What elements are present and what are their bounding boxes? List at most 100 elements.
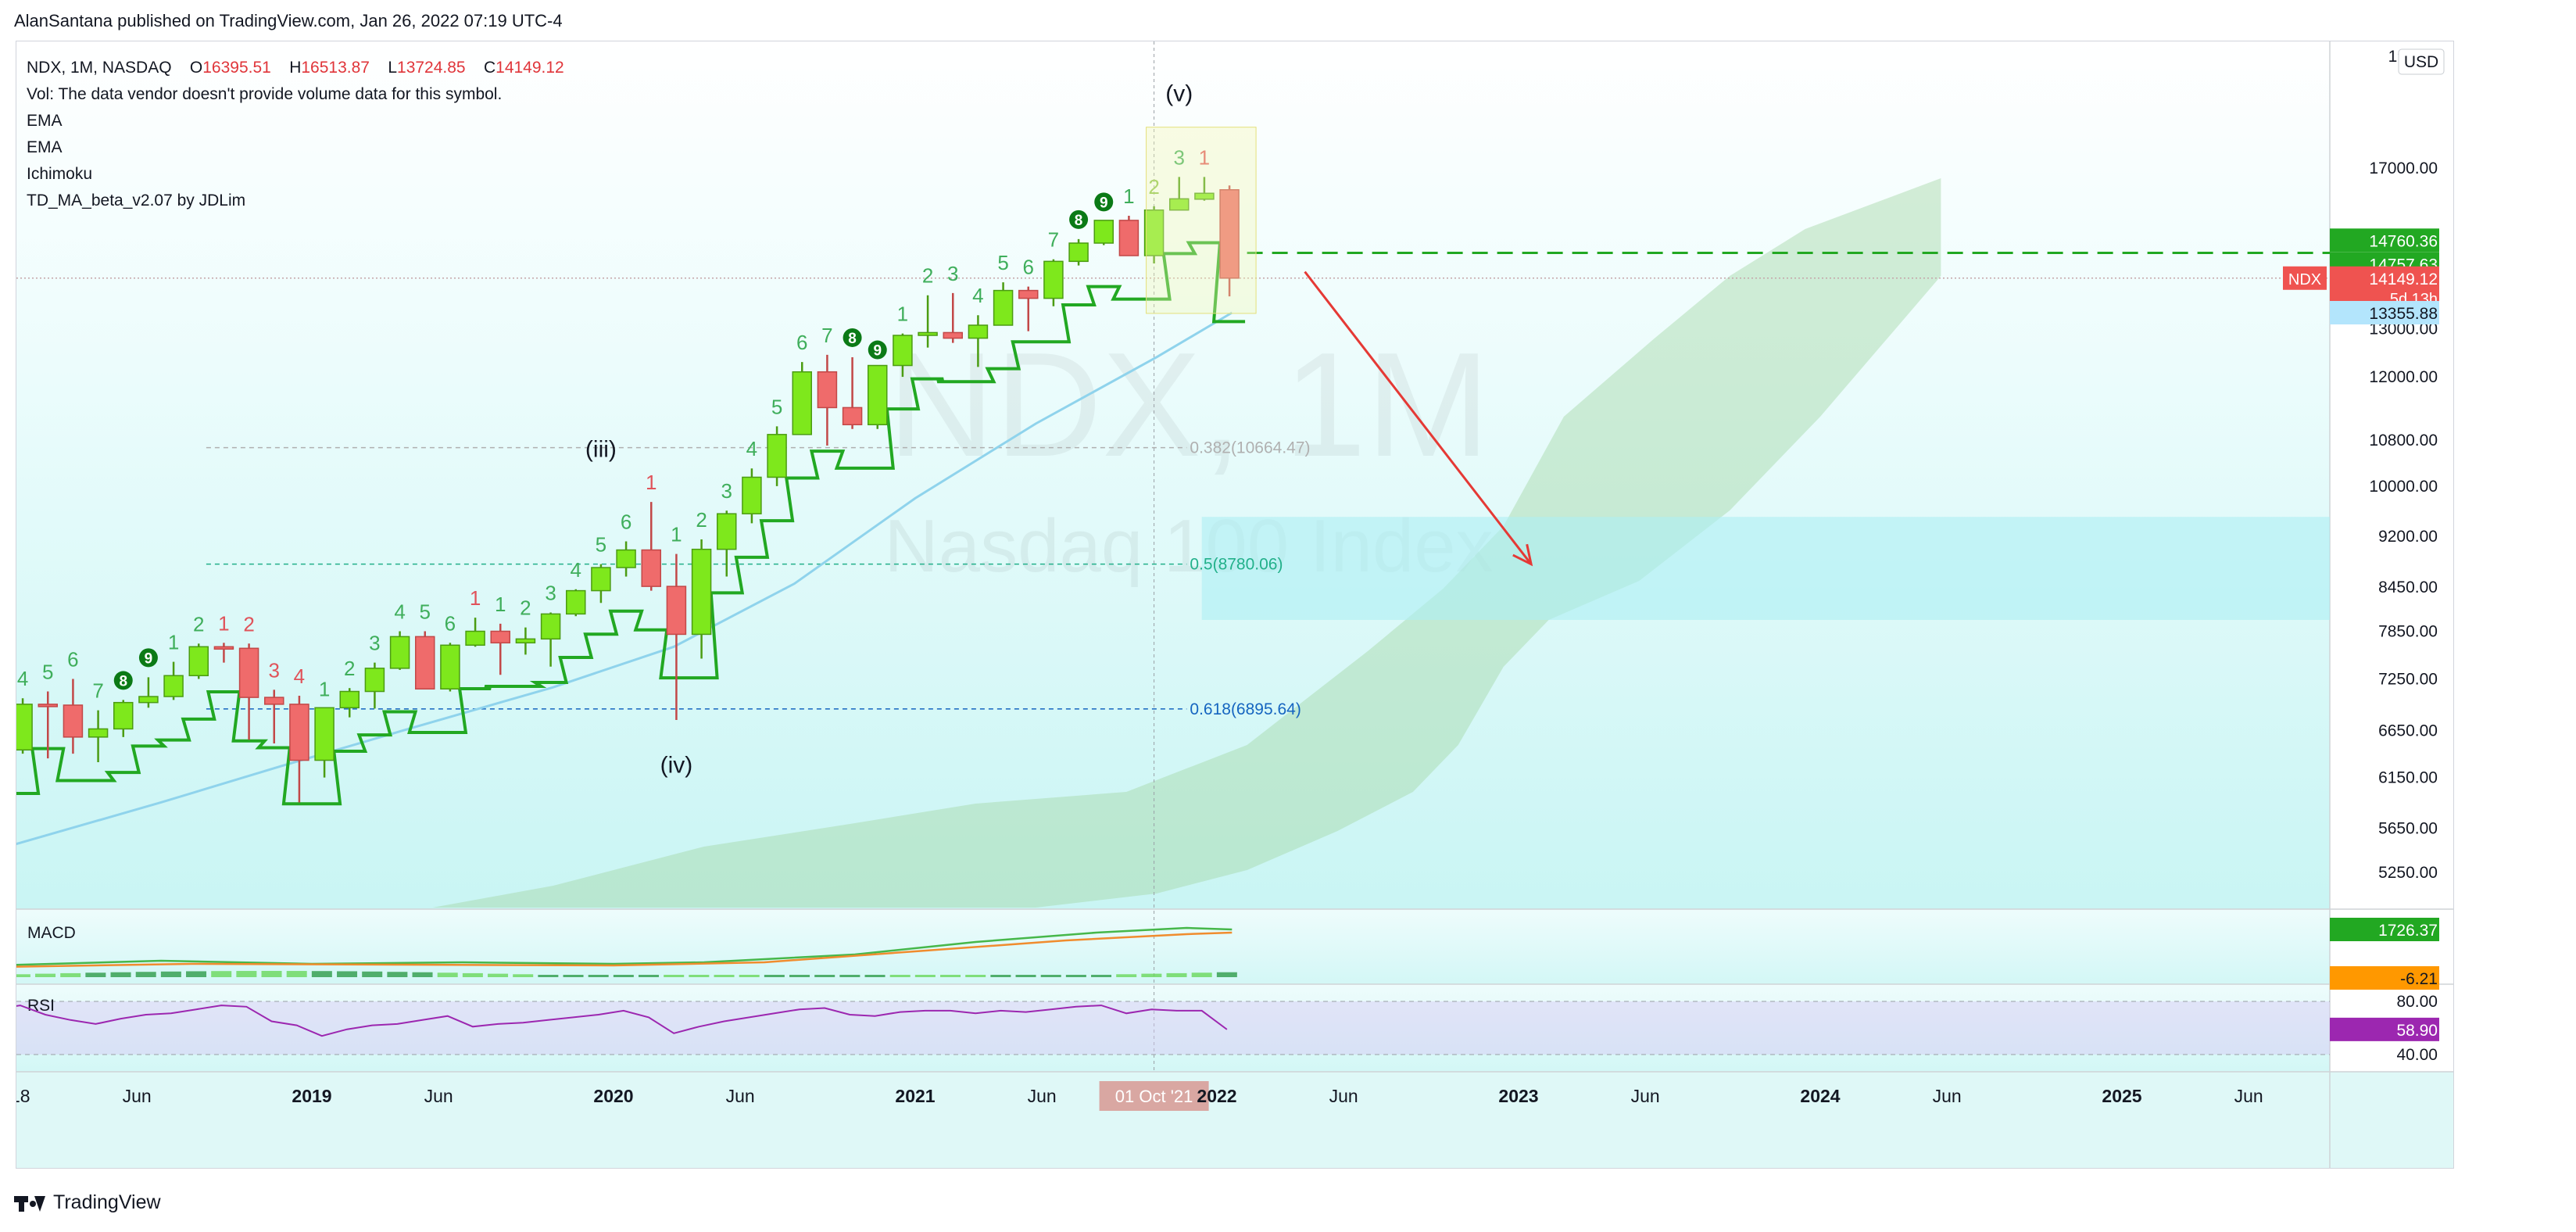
candle — [339, 688, 360, 718]
low-value: 13724.85 — [397, 59, 466, 77]
candle-body — [566, 589, 586, 615]
candle — [767, 426, 787, 486]
projection-arrow[interactable] — [1304, 270, 1533, 567]
td-count-label: 5 — [42, 661, 53, 684]
rsi-band — [16, 1001, 2330, 1055]
candle-body — [238, 647, 259, 698]
td-count-label: 1 — [1199, 145, 1210, 169]
macd-histogram-bar — [689, 975, 710, 977]
footer-brand: TradingView — [53, 1191, 161, 1213]
rsi-value-label: 58.90 — [2396, 1022, 2438, 1040]
td-count-label: 4 — [972, 284, 983, 307]
price-tick-label: 7850.00 — [2378, 623, 2438, 641]
candle-body — [440, 644, 460, 690]
td-count-label: 7 — [92, 679, 103, 703]
indicator-td-ma[interactable]: TD_MA_beta_v2.07 by JDLim — [27, 192, 246, 210]
candle-body — [616, 549, 636, 568]
candle — [1068, 238, 1089, 266]
candlesticks[interactable] — [16, 177, 1240, 803]
candle — [817, 354, 838, 446]
candle-body — [540, 613, 561, 640]
td-count-badge — [843, 328, 862, 347]
fibonacci-levels: 0.382(10664.47) 0.5(8780.06) 0.618(6895.64… — [206, 439, 1311, 718]
candle-body — [817, 371, 838, 409]
chart-frame[interactable]: NDX, 1M Nasdaq 100 Index 0.382(10664.47)… — [16, 41, 2454, 1169]
candle — [289, 695, 309, 803]
td-count-label: 6 — [67, 647, 78, 671]
time-tick-label: Jun — [726, 1086, 755, 1106]
indicator-ichimoku[interactable]: Ichimoku — [27, 165, 93, 183]
td-count-label: 9 — [1100, 195, 1108, 211]
macd-histogram-bar — [60, 972, 81, 977]
macd-hist-label: -6.21 — [2400, 970, 2438, 988]
time-tick-label: Jun — [424, 1086, 453, 1106]
candle-body — [188, 646, 209, 677]
candle — [1194, 177, 1215, 201]
candle-body — [993, 289, 1014, 326]
td-count-label: 6 — [1023, 256, 1034, 279]
time-axis[interactable]: 01 Oct '21 18 Jun 2019 Jun 2020 Jun 2021 Jun 2022… — [16, 1081, 2263, 1111]
indicator-ema-1[interactable]: EMA — [27, 112, 63, 130]
candle-body — [641, 549, 661, 587]
td-count-label: 5 — [420, 600, 431, 624]
macd-histogram-bar — [35, 973, 56, 977]
td-count-label: 3 — [269, 658, 280, 682]
td-count-label: 4 — [746, 437, 757, 460]
candle — [213, 643, 234, 663]
td-count-label: 1 — [218, 611, 229, 635]
macd-hist-label-bg — [2330, 966, 2439, 990]
macd-histogram-bar — [1091, 974, 1112, 977]
candle — [540, 612, 561, 667]
candle-body — [918, 331, 938, 336]
candle — [566, 589, 586, 617]
candle-body — [1043, 260, 1064, 299]
symbol-info[interactable]: NDX, 1M, NASDAQ — [27, 59, 172, 77]
candle — [88, 710, 109, 762]
candle-body — [389, 636, 410, 669]
td-count-label: 3 — [1174, 145, 1185, 169]
rsi-level-label: 80.00 — [2396, 993, 2438, 1011]
price-axis[interactable]: 5250.00 5650.00 6150.00 6650.00 7250.00 7850.… — [2369, 48, 2445, 882]
candle — [1169, 177, 1190, 211]
td-count-label: 3 — [545, 581, 556, 604]
td-count-label: 4 — [17, 667, 28, 690]
candle — [188, 643, 209, 679]
td-count-label: 6 — [621, 510, 631, 534]
time-tick-label: Jun — [1933, 1086, 1962, 1106]
macd-title: MACD — [27, 924, 76, 942]
td-count-label: 6 — [445, 611, 456, 635]
rsi-title: RSI — [27, 997, 55, 1015]
signal-line — [16, 931, 1233, 968]
candle-body — [289, 704, 309, 761]
macd-histogram-bar — [864, 975, 886, 977]
candle-body — [1118, 220, 1140, 256]
td-count-label: 2 — [922, 264, 933, 288]
candle-body — [465, 630, 485, 646]
td-count-label: 2 — [243, 612, 254, 636]
chart-legend: NDX, 1M, NASDAQ O16395.51 H16513.87 L137… — [27, 55, 564, 214]
td-count-badge — [868, 340, 887, 360]
time-tick-label: Jun — [123, 1086, 152, 1106]
macd-histogram-bar — [839, 975, 860, 977]
td-count-label: 4 — [571, 558, 581, 582]
macd-histogram-bar — [563, 975, 584, 977]
target-zone-box — [1201, 517, 2330, 621]
candle — [440, 643, 460, 692]
td-count-label: 5 — [997, 251, 1008, 274]
indicator-ema-2[interactable]: EMA — [27, 138, 63, 156]
td-count-label: 2 — [344, 657, 355, 680]
price-label: 14149.12 — [2369, 270, 2438, 288]
candle-body — [943, 331, 963, 339]
time-tick-label: Jun — [1329, 1086, 1358, 1106]
macd-histogram-bar — [1191, 972, 1212, 977]
macd-histogram-bar — [261, 971, 282, 977]
currency-badge — [2398, 48, 2445, 75]
macd-histogram-bar — [639, 975, 660, 977]
price-chart[interactable]: NDX, 1M Nasdaq 100 Index 0.382(10664.47)… — [16, 41, 2454, 1169]
td-count-label: 1 — [897, 303, 908, 326]
time-tick-label: 2023 — [1498, 1086, 1538, 1106]
ema-polyline — [16, 311, 1233, 846]
time-tick-label: Jun — [2234, 1086, 2263, 1106]
candle — [842, 356, 863, 429]
